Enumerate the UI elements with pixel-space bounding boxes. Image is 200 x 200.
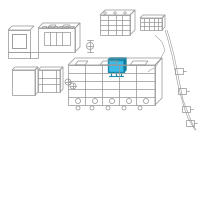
Polygon shape (124, 58, 126, 72)
Polygon shape (108, 58, 126, 60)
Polygon shape (108, 60, 124, 72)
